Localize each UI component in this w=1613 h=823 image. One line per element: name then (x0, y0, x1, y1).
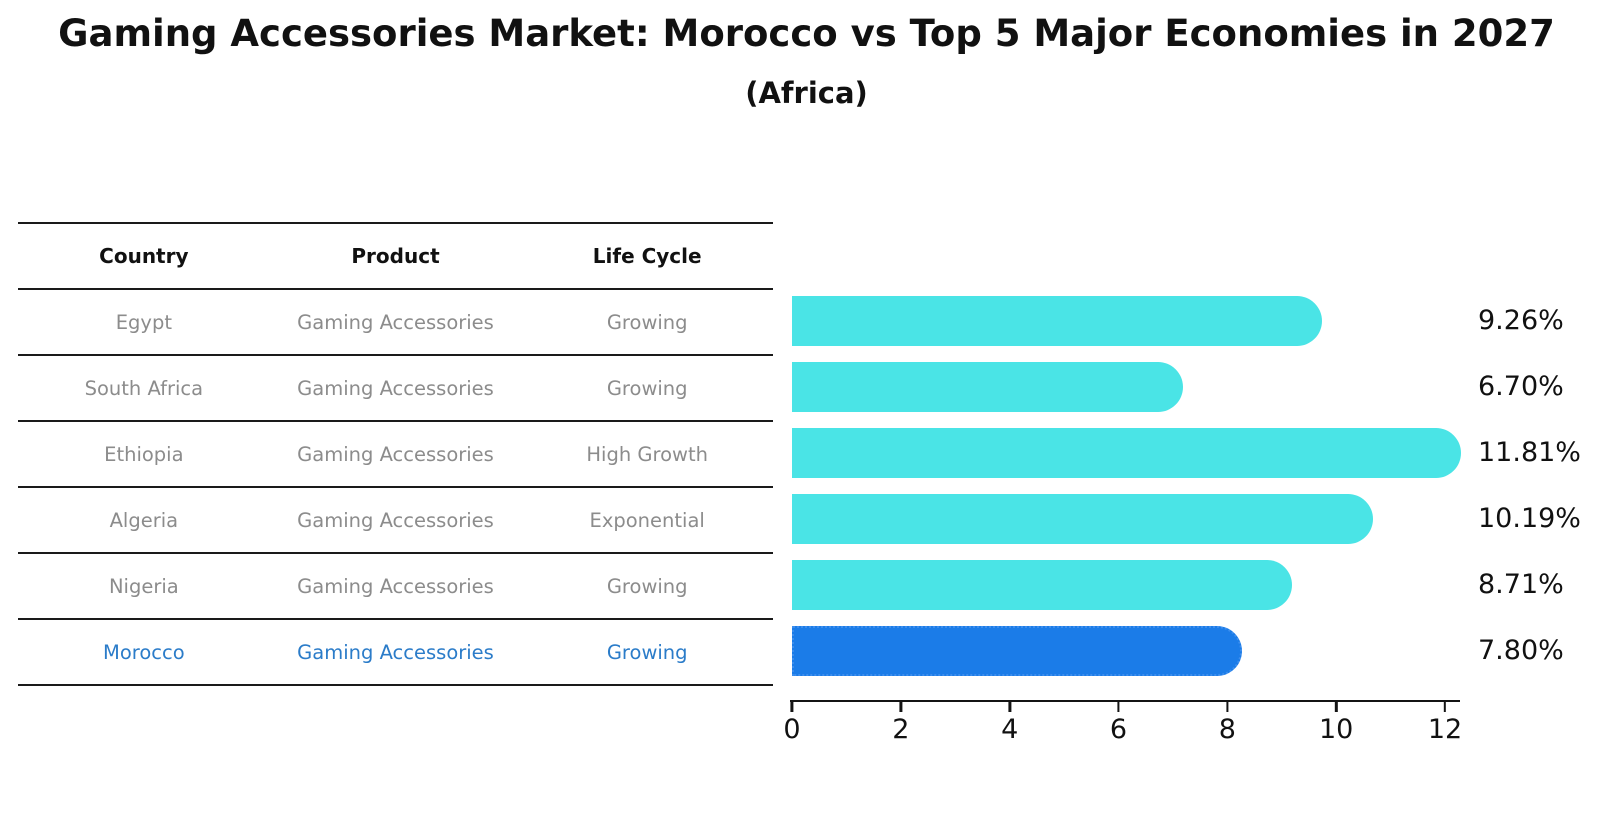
value-labels: 9.26% 6.70% 11.81% 10.19% 8.71% 7.80% (1478, 288, 1608, 684)
country-table: Country Product Life Cycle Egypt Gaming … (18, 222, 773, 686)
cell-life-cycle: Exponential (589, 508, 705, 532)
table-row: Nigeria Gaming Accessories Growing (18, 554, 773, 620)
cell-product: Gaming Accessories (297, 310, 494, 334)
bar-nigeria (792, 560, 1292, 610)
cell-product: Gaming Accessories (297, 442, 494, 466)
header-country: Country (99, 244, 189, 268)
cell-life-cycle: Growing (606, 640, 688, 664)
tick-mark (790, 702, 794, 712)
tick-mark (1334, 702, 1338, 712)
tick-mark (1117, 702, 1120, 712)
bar-morocco (792, 626, 1243, 676)
cell-product: Gaming Accessories (297, 640, 494, 664)
x-axis-ticks: 0 2 4 6 8 10 12 (783, 702, 1462, 747)
cell-country: Nigeria (108, 574, 179, 598)
tick-label: 6 (1109, 714, 1128, 745)
tick-label: 0 (783, 714, 801, 745)
cell-life-cycle: Growing (606, 376, 688, 400)
cell-life-cycle: Growing (606, 310, 688, 334)
bar-chart (792, 288, 1476, 684)
tick-mark (1008, 702, 1011, 712)
table-row: Egypt Gaming Accessories Growing (18, 290, 773, 356)
chart-title: Gaming Accessories Market: Morocco vs To… (58, 12, 1555, 55)
cell-country: Ethiopia (104, 442, 184, 466)
bar-ethiopia (792, 428, 1461, 478)
value-label: 11.81% (1478, 437, 1581, 468)
value-label: 8.71% (1478, 569, 1564, 600)
tick-mark (1443, 702, 1447, 712)
tick-mark (899, 702, 903, 712)
header-product: Product (351, 244, 440, 268)
tick-label: 2 (892, 714, 910, 745)
table-row-morocco: Morocco Gaming Accessories Growing (18, 620, 773, 686)
value-label: 10.19% (1478, 503, 1581, 534)
x-axis-line (790, 700, 1460, 702)
cell-country: Egypt (115, 310, 172, 334)
table-row: South Africa Gaming Accessories Growing (18, 356, 773, 422)
cell-life-cycle: High Growth (586, 442, 708, 466)
chart-subtitle: (Africa) (745, 76, 868, 110)
tick-label: 12 (1427, 714, 1463, 745)
cell-life-cycle: Growing (606, 574, 688, 598)
value-label: 7.80% (1478, 635, 1564, 666)
bar-south-africa (792, 362, 1183, 412)
table-header-row: Country Product Life Cycle (18, 224, 773, 290)
cell-country: Morocco (103, 640, 185, 664)
bar-egypt (792, 296, 1322, 346)
table-row: Algeria Gaming Accessories Exponential (18, 488, 773, 554)
table-row: Ethiopia Gaming Accessories High Growth (18, 422, 773, 488)
header-life-cycle: Life Cycle (592, 244, 702, 268)
tick-mark (1226, 702, 1229, 712)
cell-country: South Africa (84, 376, 204, 400)
cell-product: Gaming Accessories (297, 376, 494, 400)
tick-label: 10 (1318, 714, 1354, 745)
bar-algeria (792, 494, 1373, 544)
cell-country: Algeria (109, 508, 179, 532)
cell-product: Gaming Accessories (297, 574, 494, 598)
value-label: 6.70% (1478, 371, 1564, 402)
cell-product: Gaming Accessories (297, 508, 494, 532)
tick-label: 8 (1218, 714, 1236, 745)
value-label: 9.26% (1478, 305, 1564, 336)
tick-label: 4 (1001, 714, 1019, 745)
